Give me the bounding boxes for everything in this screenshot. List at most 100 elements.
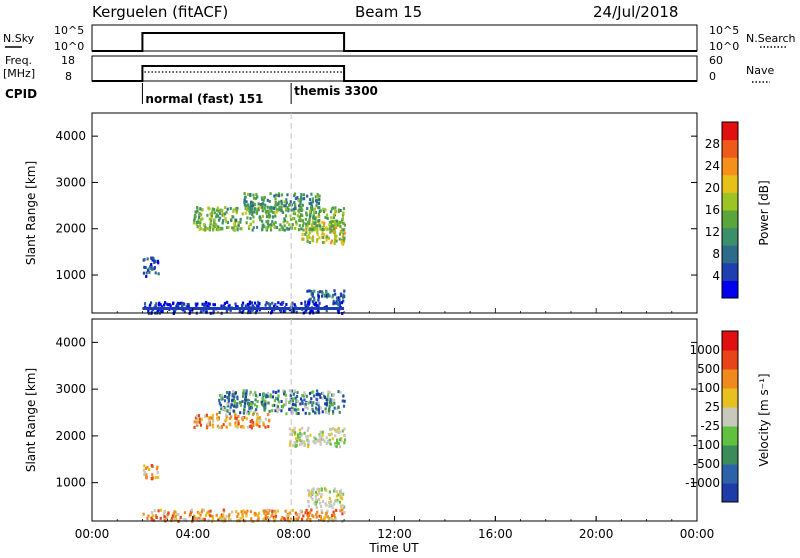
backscatter-cell (337, 220, 340, 224)
backscatter-cell (243, 198, 246, 202)
backscatter-cell (309, 510, 312, 514)
backscatter-cell (233, 228, 236, 232)
backscatter-cell (308, 202, 311, 206)
backscatter-cell (315, 513, 318, 517)
backscatter-cell (306, 194, 309, 198)
backscatter-cell (212, 224, 215, 228)
backscatter-cell (212, 310, 215, 314)
backscatter-cell (280, 518, 283, 522)
backscatter-cell (226, 409, 229, 413)
backscatter-cell (220, 209, 223, 213)
backscatter-cell (333, 242, 336, 246)
backscatter-cell (312, 216, 315, 220)
backscatter-cell (173, 510, 176, 514)
backscatter-cell (224, 409, 227, 413)
backscatter-cell (300, 193, 303, 197)
backscatter-cell (296, 433, 300, 437)
backscatter-cell (264, 203, 267, 207)
backscatter-cell (317, 294, 320, 298)
backscatter-cell (220, 513, 223, 517)
backscatter-cell (239, 403, 243, 407)
backscatter-cell (343, 510, 346, 514)
backscatter-cell (256, 413, 259, 417)
backscatter-cell (283, 224, 286, 228)
backscatter-cell (233, 222, 236, 226)
backscatter-cell (263, 408, 266, 412)
backscatter-cell (239, 401, 242, 405)
backscatter-cell (144, 266, 147, 270)
backscatter-cell (316, 438, 319, 442)
backscatter-cell (276, 410, 279, 414)
backscatter-cell (205, 511, 209, 515)
backscatter-cell (225, 415, 228, 419)
backscatter-cell (201, 217, 204, 221)
backscatter-cell (262, 421, 265, 425)
backscatter-cell (312, 226, 315, 230)
backscatter-cell (194, 516, 197, 520)
backscatter-cell (314, 437, 317, 441)
backscatter-cell (302, 228, 305, 232)
backscatter-cell (306, 223, 310, 227)
backscatter-cell (250, 200, 253, 204)
backscatter-cell (259, 218, 262, 222)
backscatter-cell (231, 394, 234, 398)
backscatter-cell (342, 293, 345, 297)
backscatter-cell (206, 304, 209, 308)
backscatter-cell (215, 213, 219, 217)
backscatter-cell (305, 227, 308, 231)
backscatter-cell (223, 399, 227, 403)
backscatter-cell (329, 210, 333, 214)
backscatter-cell (222, 508, 225, 512)
backscatter-cell (291, 406, 294, 410)
backscatter-cell (216, 214, 220, 218)
backscatter-cell (262, 198, 265, 202)
backscatter-cell (232, 389, 235, 393)
backscatter-cell (177, 305, 180, 309)
backscatter-cell (193, 514, 196, 518)
backscatter-cell (259, 418, 262, 422)
backscatter-cell (151, 518, 154, 522)
backscatter-cell (258, 416, 261, 420)
backscatter-cell (342, 295, 345, 299)
backscatter-cell (286, 227, 289, 231)
backscatter-cell (283, 217, 286, 221)
backscatter-cell (232, 409, 235, 413)
backscatter-cell (310, 289, 313, 293)
backscatter-cell (290, 397, 293, 401)
backscatter-cell (241, 301, 245, 305)
backscatter-cell (291, 223, 294, 227)
backscatter-cell (199, 207, 202, 211)
backscatter-cell (250, 426, 253, 430)
backscatter-cell (338, 301, 342, 305)
backscatter-cell (248, 209, 251, 213)
backscatter-cell (342, 299, 345, 303)
backscatter-cell (233, 395, 236, 399)
backscatter-cell (197, 220, 200, 224)
backscatter-cell (274, 511, 277, 515)
backscatter-cell (300, 442, 303, 446)
backscatter-cell (307, 235, 310, 239)
backscatter-cell (256, 417, 259, 421)
backscatter-cell (314, 502, 317, 506)
backscatter-cell (292, 402, 295, 406)
backscatter-cell (297, 199, 301, 203)
backscatter-cell (284, 204, 287, 208)
backscatter-cell (335, 239, 338, 243)
backscatter-cell (244, 401, 247, 405)
backscatter-cell (301, 426, 304, 430)
backscatter-cell (324, 402, 327, 406)
backscatter-cell (250, 402, 253, 406)
backscatter-cell (143, 265, 146, 269)
backscatter-cell (315, 199, 318, 203)
backscatter-cell (287, 207, 290, 211)
backscatter-cell (274, 197, 277, 201)
backscatter-cell (276, 405, 280, 409)
backscatter-cell (296, 517, 300, 521)
backscatter-cell (159, 508, 162, 512)
backscatter-cell (342, 240, 346, 244)
backscatter-cell (248, 400, 251, 404)
backscatter-cell (216, 208, 219, 212)
backscatter-cell (235, 218, 238, 222)
backscatter-cell (328, 294, 331, 298)
backscatter-cell (293, 408, 296, 412)
